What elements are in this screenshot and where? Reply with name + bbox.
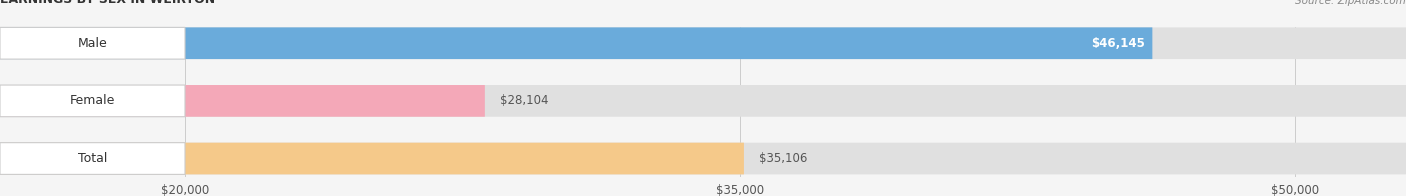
Text: $35,106: $35,106 — [759, 152, 807, 165]
Text: $46,145: $46,145 — [1091, 37, 1144, 50]
FancyBboxPatch shape — [0, 85, 1406, 117]
FancyBboxPatch shape — [0, 85, 186, 117]
FancyBboxPatch shape — [0, 27, 1153, 59]
Text: $35,000: $35,000 — [716, 184, 763, 196]
Text: Female: Female — [70, 94, 115, 107]
FancyBboxPatch shape — [0, 85, 485, 117]
FancyBboxPatch shape — [0, 143, 1406, 174]
FancyBboxPatch shape — [0, 27, 186, 59]
FancyBboxPatch shape — [0, 143, 186, 174]
Text: $20,000: $20,000 — [160, 184, 209, 196]
Text: Total: Total — [77, 152, 107, 165]
FancyBboxPatch shape — [0, 143, 744, 174]
Text: $28,104: $28,104 — [499, 94, 548, 107]
Text: EARNINGS BY SEX IN WEIRTON: EARNINGS BY SEX IN WEIRTON — [0, 0, 215, 6]
Text: $50,000: $50,000 — [1271, 184, 1319, 196]
Text: Male: Male — [77, 37, 107, 50]
Text: Source: ZipAtlas.com: Source: ZipAtlas.com — [1295, 0, 1406, 6]
FancyBboxPatch shape — [0, 27, 1406, 59]
